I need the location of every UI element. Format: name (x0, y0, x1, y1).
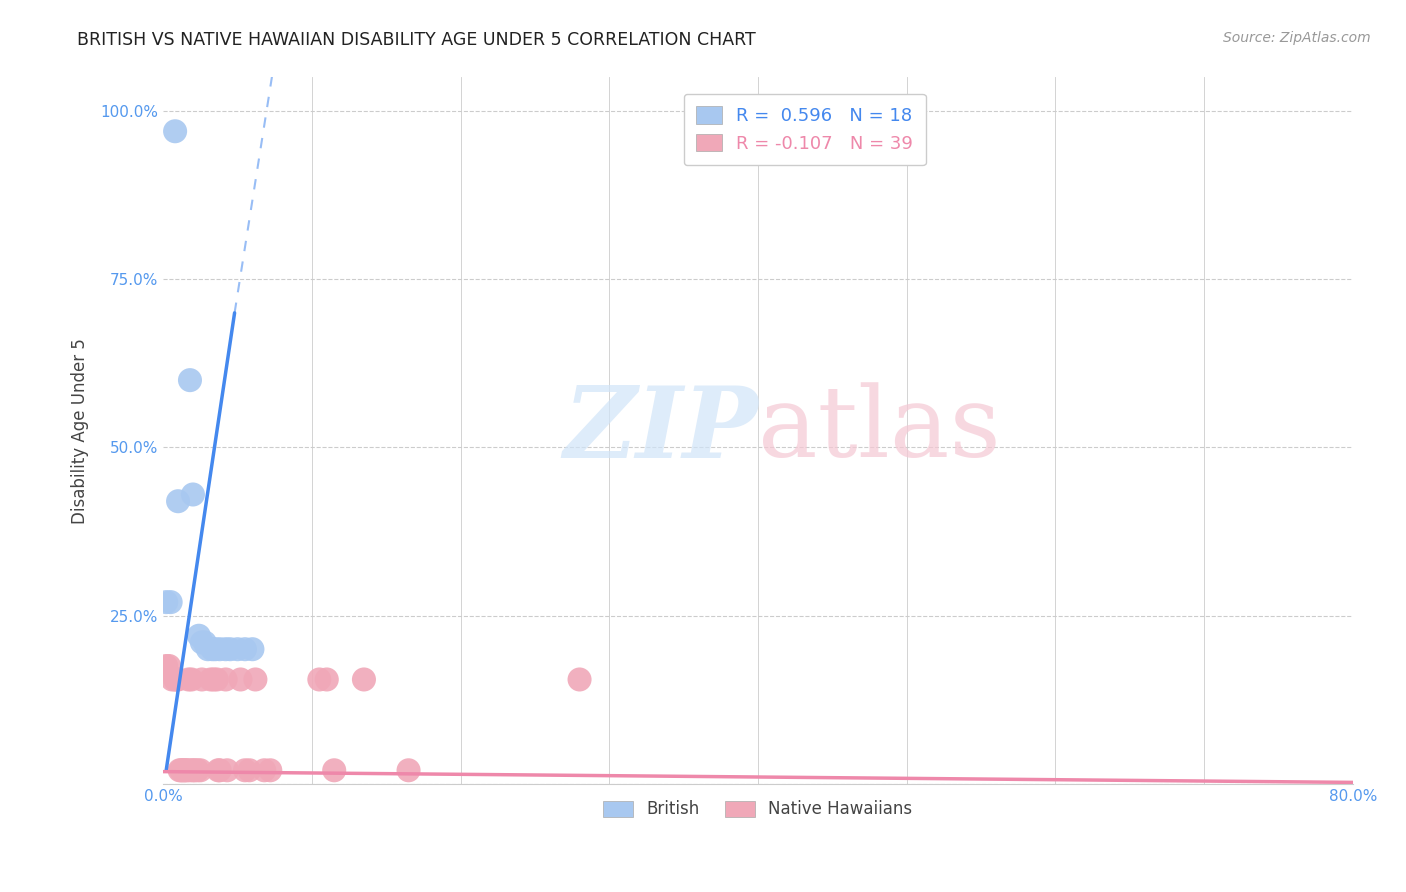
Point (155, 659, 177, 673)
Point (183, 764, 205, 778)
Point (190, 764, 212, 778)
Point (167, 673, 190, 687)
Y-axis label: Disability Age Under 5: Disability Age Under 5 (72, 338, 89, 524)
Point (208, 764, 231, 778)
Point (155, 595, 177, 609)
Point (208, 642, 231, 657)
Point (186, 764, 208, 778)
Point (180, 673, 202, 687)
Point (229, 673, 252, 687)
Point (176, 764, 198, 778)
Point (191, 673, 214, 687)
Point (200, 673, 222, 687)
Point (157, 659, 180, 673)
Point (181, 764, 204, 778)
Text: BRITISH VS NATIVE HAWAIIAN DISABILITY AGE UNDER 5 CORRELATION CHART: BRITISH VS NATIVE HAWAIIAN DISABILITY AG… (77, 31, 756, 49)
Point (194, 635, 217, 649)
Point (159, 595, 181, 609)
Point (215, 642, 238, 657)
Point (233, 642, 256, 657)
Point (160, 673, 183, 687)
Point (205, 673, 228, 687)
Point (181, 487, 204, 501)
Point (167, 494, 190, 508)
Point (315, 673, 337, 687)
Point (323, 764, 346, 778)
Point (166, 673, 188, 687)
Point (253, 764, 276, 778)
Point (308, 673, 330, 687)
Point (242, 642, 264, 657)
Legend: British, Native Hawaiians: British, Native Hawaiians (596, 794, 920, 825)
Point (174, 764, 197, 778)
Point (568, 673, 591, 687)
Point (207, 764, 229, 778)
Point (217, 764, 239, 778)
Point (204, 642, 226, 657)
Point (197, 642, 219, 657)
Point (219, 642, 242, 657)
Point (169, 764, 191, 778)
Point (201, 642, 224, 657)
Point (179, 373, 201, 387)
Point (226, 642, 249, 657)
Point (259, 764, 281, 778)
Point (245, 673, 267, 687)
Point (187, 629, 209, 643)
Text: Source: ZipAtlas.com: Source: ZipAtlas.com (1223, 31, 1371, 45)
Point (238, 764, 260, 778)
Text: ZIP: ZIP (562, 383, 758, 479)
Text: atlas: atlas (758, 383, 1001, 478)
Point (172, 764, 194, 778)
Point (353, 673, 375, 687)
Point (177, 673, 200, 687)
Point (165, 124, 187, 138)
Point (170, 764, 193, 778)
Point (191, 635, 214, 649)
Point (233, 764, 256, 778)
Point (173, 764, 195, 778)
Point (202, 673, 225, 687)
Point (215, 673, 238, 687)
Point (398, 764, 420, 778)
Point (179, 764, 201, 778)
Point (165, 673, 187, 687)
